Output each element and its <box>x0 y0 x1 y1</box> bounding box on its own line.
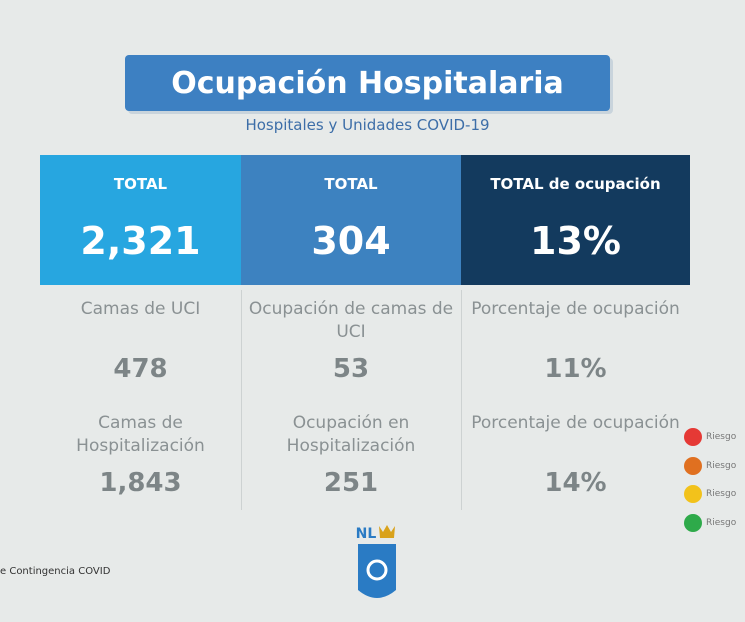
legend-dot <box>684 428 702 446</box>
legend-label: Riesgo <box>706 517 737 528</box>
header-value: 304 <box>311 219 391 263</box>
legend-label: Riesgo <box>706 460 737 471</box>
column-divider <box>241 290 242 510</box>
subtitle: Hospitales y Unidades COVID-19 <box>245 116 490 134</box>
table-cell: Porcentaje de ocupación 11% <box>461 298 690 384</box>
cell-value: 53 <box>332 354 370 384</box>
cell-value: 14% <box>544 468 607 498</box>
cell-value: 1,843 <box>99 468 182 498</box>
header-label: TOTAL <box>324 175 378 193</box>
table-cell: Ocupación de camas de UCI 53 <box>241 298 461 384</box>
cell-value: 251 <box>323 468 379 498</box>
cell-value: 478 <box>113 354 168 384</box>
header-cell: TOTAL 304 <box>241 155 461 285</box>
logo-text: NL <box>356 526 377 542</box>
table-cell: Porcentaje de ocupación 14% <box>461 412 690 498</box>
header-label: TOTAL de ocupación <box>490 175 661 193</box>
table-cell: Ocupación en Hospitalización 251 <box>241 412 461 498</box>
cell-value: 11% <box>544 354 607 384</box>
legend-dot <box>684 513 702 532</box>
table-cell: Camas de UCI 478 <box>40 298 241 384</box>
header-value: 13% <box>530 219 621 263</box>
title: Ocupación Hospitalaria <box>125 55 610 111</box>
logo: NL <box>356 525 396 598</box>
table-cell: Camas de Hospitalización 1,843 <box>40 412 241 498</box>
legend-label: Riesgo <box>706 432 737 442</box>
cell-label: Camas de UCI <box>80 299 201 319</box>
legend-label: Riesgo <box>706 489 737 499</box>
column-divider <box>461 290 462 510</box>
source: e Contingencia COVID <box>0 566 111 577</box>
header-label: TOTAL <box>113 175 168 193</box>
header-cell: TOTAL de ocupación 13% <box>461 155 690 285</box>
legend-dot <box>684 456 702 475</box>
cell-label: Porcentaje de ocupación <box>471 299 680 319</box>
cell-label: Porcentaje de ocupación <box>471 413 680 433</box>
cell-label: Camas de Hospitalización <box>76 413 205 456</box>
cell-label: Ocupación de camas de UCI <box>248 299 454 342</box>
header-cell: TOTAL 2,321 <box>40 155 241 285</box>
legend-dot <box>684 485 702 503</box>
header-value: 2,321 <box>80 219 201 263</box>
cell-label: Ocupación en Hospitalización <box>286 413 416 456</box>
